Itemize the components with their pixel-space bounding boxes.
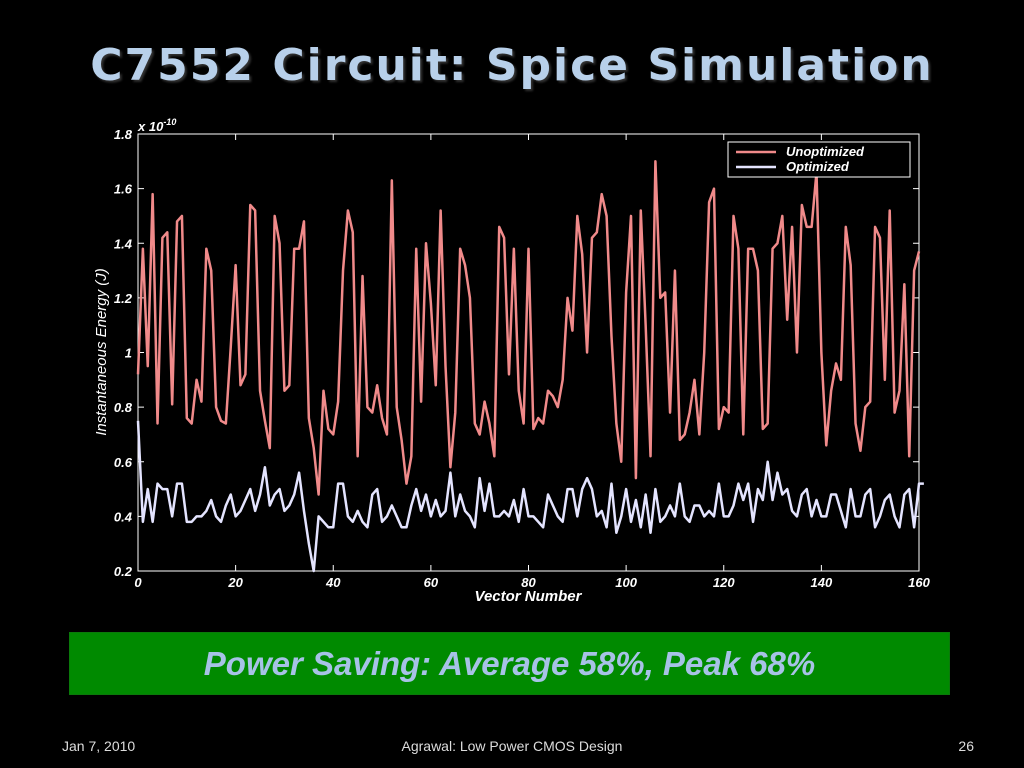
x-axis-label: Vector Number xyxy=(475,588,583,605)
footer-course: Agrawal: Low Power CMOS Design xyxy=(401,738,623,754)
y-tick-label: 0.8 xyxy=(114,400,133,415)
y-tick-label: 1.6 xyxy=(114,182,133,197)
x-tick-label: 120 xyxy=(713,575,735,590)
x-tick-label: 80 xyxy=(521,575,536,590)
y-multiplier: x 10 xyxy=(137,119,164,134)
series-line-optimized xyxy=(136,420,924,573)
banner-text: Power Saving: Average 58%, Peak 68% xyxy=(203,644,816,682)
y-exponent: -10 xyxy=(163,117,176,127)
x-tick-label: 140 xyxy=(811,575,833,590)
x-tick-label: 100 xyxy=(615,575,637,590)
footer-date: Jan 7, 2010 xyxy=(62,738,136,754)
y-tick-label: 0.6 xyxy=(114,455,133,470)
y-axis-label: Instantaneous Energy (J) xyxy=(93,268,110,436)
x-tick-label: 40 xyxy=(325,575,341,590)
page-number: 26 xyxy=(958,738,974,754)
y-tick-label: 1.8 xyxy=(114,127,133,142)
legend-label-unoptimized: Unoptimized xyxy=(786,144,865,159)
x-tick-label: 60 xyxy=(424,575,439,590)
slide-title: C7552 Circuit: Spice Simulation xyxy=(90,40,934,91)
y-tick-label: 1.2 xyxy=(114,291,133,306)
series-line-unoptimized xyxy=(136,160,921,496)
x-tick-label: 0 xyxy=(134,575,142,590)
x-tick-label: 20 xyxy=(227,575,243,590)
y-multiplier-label: x 10-10 xyxy=(137,117,176,134)
legend-box xyxy=(727,141,911,178)
y-tick-label: 1 xyxy=(125,346,132,361)
y-tick-label: 0.2 xyxy=(114,564,133,579)
x-tick-label: 160 xyxy=(908,575,930,590)
legend: Unoptimized Optimized xyxy=(727,141,911,178)
legend-label-optimized: Optimized xyxy=(786,159,850,174)
energy-line-chart: 0.2 0.4 0.6 0.8 1 1.2 1.4 1.6 1.8 0 20 40 60 80 100 12… xyxy=(93,117,931,605)
y-tick-label: 1.4 xyxy=(114,236,133,251)
y-tick-label: 0.4 xyxy=(114,509,133,524)
power-saving-banner: Power Saving: Average 58%, Peak 68% xyxy=(69,632,950,695)
